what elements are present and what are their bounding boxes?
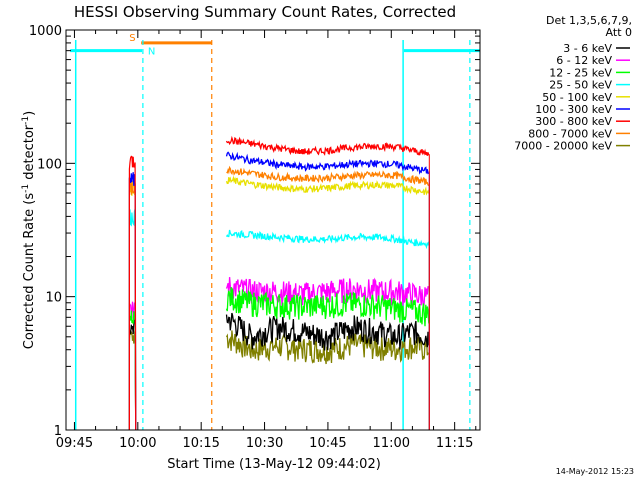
- legend-label-300-800-kev: 300 - 800 keV: [535, 115, 612, 128]
- x-tick-label-1: 10:00: [119, 436, 156, 451]
- series-800-7000-kev-segment: [226, 165, 430, 187]
- y-axis-label-sup1: -1: [21, 184, 31, 193]
- series-6-12-kev-segment: [225, 277, 430, 310]
- legend-label-100-300-kev: 100 - 300 keV: [535, 103, 612, 116]
- legend-label-800-7000-kev: 800 - 7000 keV: [528, 127, 612, 140]
- night-label: N: [148, 47, 155, 58]
- legend-label-3-6-kev: 3 - 6 keV: [563, 42, 612, 55]
- saa-label: S: [129, 33, 135, 44]
- x-axis-label: Start Time (13-May-12 09:44:02): [167, 457, 381, 472]
- legend-label-50-100-kev: 50 - 100 keV: [542, 91, 612, 104]
- y-axis-label-mid: detector: [22, 124, 37, 184]
- series-7000-20000-kev-segment: [225, 330, 430, 365]
- series-12-25-kev-segment: [225, 286, 430, 327]
- series-300-800-kev-segment: [225, 135, 430, 156]
- x-tick-label-6: 11:15: [436, 436, 473, 451]
- x-tick-label-2: 10:15: [182, 436, 219, 451]
- y-tick-label-3: 1000: [29, 24, 62, 39]
- legend-header-1: Att 0: [606, 26, 632, 39]
- series-300-800-kev-pre-spike: [128, 155, 137, 431]
- y-axis-label-sup2: -1: [21, 116, 31, 125]
- series-50-100-kev-segment: [225, 175, 430, 196]
- legend-label-25-50-kev: 25 - 50 keV: [549, 79, 612, 92]
- legend-header-0: Det 1,3,5,6,7,9,: [546, 14, 632, 27]
- y-axis-label: Corrected Count Rate (s-1 detector-1): [21, 111, 37, 349]
- y-tick-label-0: 1: [54, 424, 62, 439]
- legend-label-7000-20000-kev: 7000 - 20000 keV: [514, 140, 612, 153]
- plot-area: SN: [70, 33, 480, 431]
- x-tick-label-5: 11:00: [373, 436, 410, 451]
- y-axis-label-end: ): [22, 111, 37, 116]
- legend-label-12-25-kev: 12 - 25 keV: [549, 66, 612, 79]
- series-100-300-kev-segment: [225, 151, 430, 175]
- x-tick-label-3: 10:30: [246, 436, 283, 451]
- y-tick-label-1: 10: [45, 291, 62, 306]
- series-300-800-kev: [128, 135, 430, 431]
- footer-timestamp: 14-May-2012 15:23: [556, 467, 634, 476]
- axes: 09:45 10:00 10:15 10:30 10:45 11:00 11:15 1 10 10…: [29, 24, 480, 451]
- y-tick-label-2: 100: [37, 157, 62, 172]
- x-tick-label-0: 09:45: [56, 436, 93, 451]
- plot-frame: [65, 29, 481, 431]
- legend-label-6-12-kev: 6 - 12 keV: [556, 54, 612, 67]
- y-axis-label-main: Corrected Count Rate (s: [22, 193, 37, 350]
- series-3-6-kev-segment: [225, 312, 430, 351]
- chart-title: HESSI Observing Summary Count Rates, Cor…: [74, 3, 456, 21]
- x-tick-label-4: 10:45: [309, 436, 346, 451]
- series-25-50-kev-segment: [225, 229, 430, 250]
